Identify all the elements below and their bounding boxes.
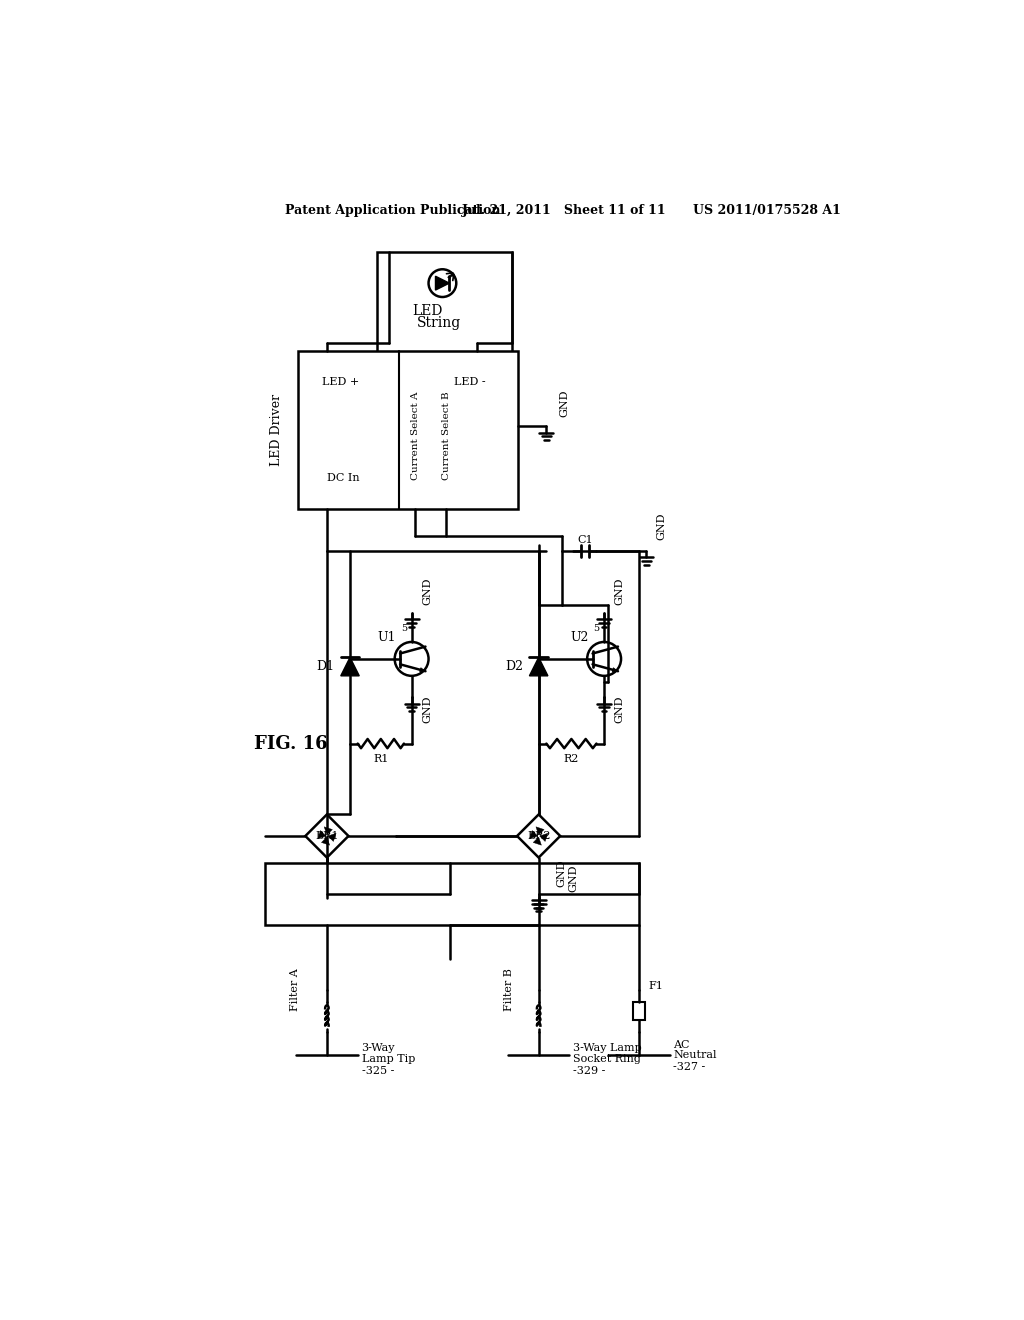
Text: String: String — [417, 317, 461, 330]
Text: Filter B: Filter B — [504, 969, 514, 1011]
Text: R1: R1 — [373, 754, 388, 764]
Polygon shape — [341, 657, 359, 676]
Text: Patent Application Publication: Patent Application Publication — [285, 205, 500, 218]
Text: GND: GND — [614, 577, 625, 605]
Text: F1: F1 — [648, 981, 663, 991]
Polygon shape — [540, 833, 548, 841]
Bar — [633, 1002, 645, 1020]
Text: R2: R2 — [563, 754, 579, 764]
Text: C1: C1 — [578, 535, 593, 545]
Text: U1: U1 — [378, 631, 396, 644]
Text: LED Driver: LED Driver — [270, 393, 284, 466]
Polygon shape — [305, 814, 348, 858]
Polygon shape — [517, 814, 560, 858]
Text: LED +: LED + — [322, 376, 358, 387]
Text: Current Select B: Current Select B — [441, 391, 451, 480]
Text: -325 -: -325 - — [361, 1065, 394, 1076]
Polygon shape — [435, 276, 450, 290]
Text: LED: LED — [412, 304, 442, 318]
Text: US 2011/0175528 A1: US 2011/0175528 A1 — [692, 205, 841, 218]
Text: FIG. 16: FIG. 16 — [254, 735, 328, 752]
Text: BR1: BR1 — [315, 832, 339, 841]
Polygon shape — [328, 833, 336, 841]
Text: GND: GND — [614, 696, 625, 723]
Polygon shape — [317, 830, 326, 838]
Polygon shape — [534, 837, 542, 845]
Text: 3-Way: 3-Way — [361, 1043, 395, 1053]
Text: Neutral: Neutral — [674, 1051, 717, 1060]
Text: U2: U2 — [570, 631, 589, 644]
Text: GND: GND — [422, 577, 432, 605]
Text: 5: 5 — [400, 623, 407, 632]
Polygon shape — [612, 668, 617, 672]
Text: -327 -: -327 - — [674, 1063, 706, 1072]
Text: Jul. 21, 2011   Sheet 11 of 11: Jul. 21, 2011 Sheet 11 of 11 — [462, 205, 667, 218]
Polygon shape — [536, 826, 544, 836]
Polygon shape — [529, 830, 538, 838]
Bar — [265, 863, 639, 924]
Text: LED -: LED - — [454, 376, 485, 387]
Text: Lamp Tip: Lamp Tip — [361, 1055, 415, 1064]
Polygon shape — [322, 837, 330, 845]
Text: DC In: DC In — [327, 473, 359, 483]
Bar — [377, 252, 512, 352]
Text: GND: GND — [422, 696, 432, 723]
Text: GND: GND — [557, 859, 566, 887]
Text: D2: D2 — [505, 660, 523, 673]
Text: GND: GND — [656, 512, 667, 540]
Text: 3-Way Lamp: 3-Way Lamp — [573, 1043, 642, 1053]
Text: GND: GND — [559, 389, 569, 417]
Bar — [298, 351, 518, 508]
Text: Socket Ring: Socket Ring — [573, 1055, 641, 1064]
Text: 5: 5 — [593, 623, 599, 632]
Polygon shape — [529, 657, 548, 676]
Text: Filter A: Filter A — [290, 969, 300, 1011]
Text: D1: D1 — [316, 660, 335, 673]
Text: -329 -: -329 - — [573, 1065, 605, 1076]
Text: GND: GND — [568, 865, 579, 892]
Text: Current Select A: Current Select A — [411, 391, 420, 480]
Polygon shape — [325, 826, 333, 836]
Polygon shape — [420, 668, 425, 672]
Text: BR2: BR2 — [527, 832, 551, 841]
Text: AC: AC — [674, 1040, 690, 1051]
